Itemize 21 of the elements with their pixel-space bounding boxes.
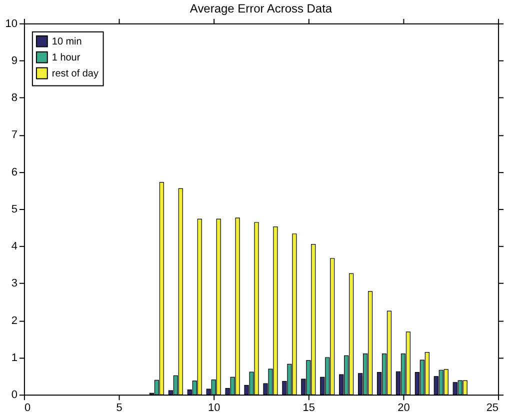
y-tick-label: 8 xyxy=(11,92,18,104)
chart-title: Average Error Across Data xyxy=(190,1,332,16)
y-tick-label: 7 xyxy=(11,129,18,142)
x-tick-label: 5 xyxy=(116,402,122,414)
legend-label: rest of day xyxy=(52,68,98,80)
legend-label: 1 hour xyxy=(52,52,81,64)
x-tick-label: 0 xyxy=(24,402,31,414)
legend-label: 10 min xyxy=(52,36,82,48)
y-tick-label: 9 xyxy=(11,54,18,67)
y-tick-label: 3 xyxy=(11,278,18,290)
y-tick-label: 4 xyxy=(11,240,18,253)
x-tick-label: 15 xyxy=(302,402,316,414)
x-tick-label: 25 xyxy=(486,402,499,414)
x-tick-label: 20 xyxy=(398,402,410,414)
x-tick-label: 10 xyxy=(208,402,220,414)
y-tick-label: 6 xyxy=(11,166,18,178)
y-tick-label: 10 xyxy=(5,18,18,30)
y-tick-label: 2 xyxy=(11,314,18,327)
y-tick-label: 1 xyxy=(11,352,18,364)
y-tick-label: 0 xyxy=(11,389,18,402)
y-tick-label: 5 xyxy=(11,203,18,216)
